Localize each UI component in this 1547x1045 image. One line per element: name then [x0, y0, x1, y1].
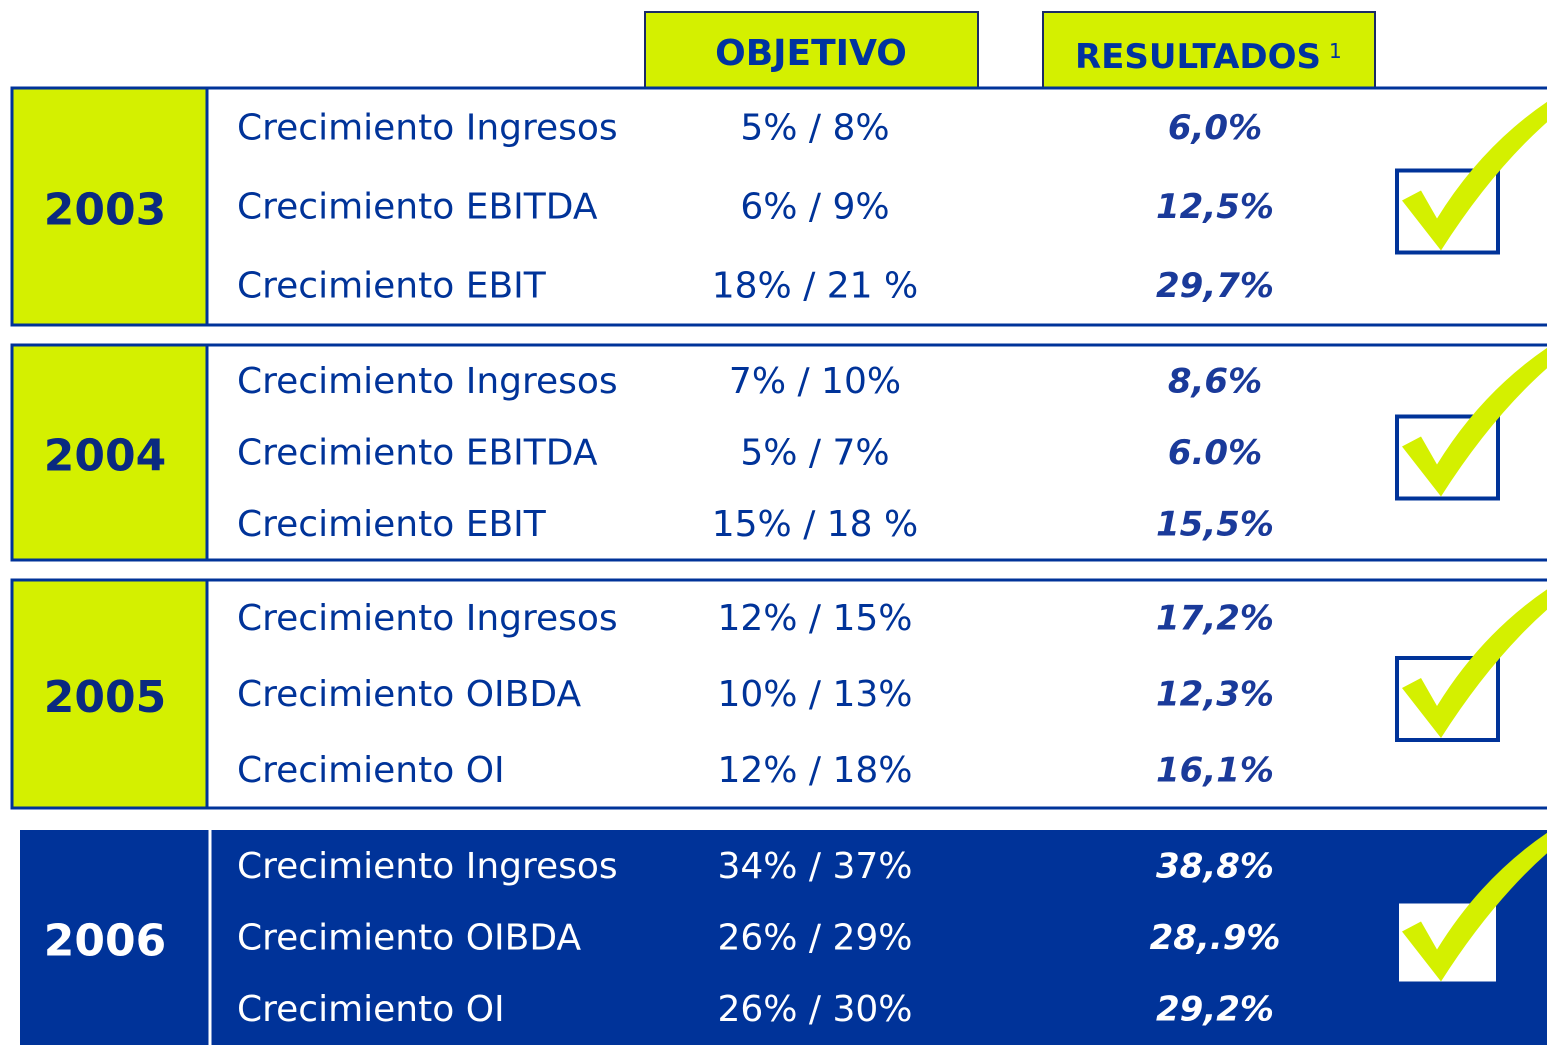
result-value: 8,6%: [1168, 361, 1262, 401]
result-value: 6,0%: [1168, 108, 1262, 148]
result-value: 28,.9%: [1150, 918, 1281, 958]
objective-value: 5% / 7%: [740, 433, 889, 474]
group-panel: [20, 830, 1547, 1045]
check-box: [1395, 168, 1500, 255]
objective-value: 5% / 8%: [740, 108, 889, 149]
objective-value: 18% / 21 %: [712, 266, 919, 307]
group-panel: [10, 343, 1547, 562]
objective-value: 26% / 30%: [717, 989, 912, 1030]
objective-header-box: [644, 11, 979, 89]
group-panel: [10, 86, 1547, 327]
objective-value: 15% / 18 %: [712, 504, 919, 545]
metric-label: Crecimiento OIBDA: [237, 918, 581, 959]
year: 2004: [44, 431, 166, 482]
check-mark: [1402, 589, 1547, 738]
metric-label: Crecimiento Ingresos: [237, 598, 618, 639]
check-box: [1395, 656, 1500, 742]
metric-label: Crecimiento OI: [237, 750, 505, 791]
metric-label: Crecimiento EBITDA: [237, 187, 598, 228]
metric-label: Crecimiento EBITDA: [237, 433, 598, 474]
check-mark: [1402, 832, 1547, 982]
objective-value: 6% / 9%: [740, 187, 889, 228]
check-mark: [1402, 101, 1547, 251]
year: 2003: [44, 185, 166, 236]
results-note: 1: [1329, 39, 1342, 63]
check-box: [1395, 414, 1500, 501]
year: 2006: [44, 916, 166, 967]
objective-value: 26% / 29%: [717, 918, 912, 959]
objective-value: 34% / 37%: [717, 846, 912, 887]
result-value: 38,8%: [1156, 846, 1274, 886]
objective-value: 7% / 10%: [729, 361, 901, 402]
result-value: 15,5%: [1156, 505, 1274, 545]
metric-label: Crecimiento OI: [237, 989, 505, 1030]
result-value: 29,7%: [1156, 266, 1274, 306]
objective-header: OBJETIVO: [715, 33, 907, 74]
metric-label: Crecimiento Ingresos: [237, 108, 618, 149]
year-cell: [10, 343, 209, 562]
result-value: 12,5%: [1156, 187, 1274, 227]
result-value: 12,3%: [1156, 675, 1274, 715]
year-cell: [10, 578, 209, 810]
year: 2005: [44, 672, 166, 723]
result-value: 6.0%: [1168, 433, 1262, 473]
results-header-box: [1042, 11, 1376, 89]
metric-label: Crecimiento Ingresos: [237, 846, 618, 887]
results-header: RESULTADOS 1: [1075, 37, 1342, 77]
group-panel: [10, 578, 1547, 810]
objective-value: 12% / 18%: [717, 750, 912, 791]
check-mark: [1402, 347, 1547, 497]
results-header-text: RESULTADOS: [1075, 37, 1321, 77]
year-cell: [10, 86, 209, 327]
result-value: 17,2%: [1156, 599, 1274, 639]
metric-label: Crecimiento EBIT: [237, 504, 547, 545]
metric-label: Crecimiento EBIT: [237, 266, 547, 307]
objective-value: 12% / 15%: [717, 598, 912, 639]
objective-value: 10% / 13%: [717, 674, 912, 715]
metric-label: Crecimiento OIBDA: [237, 674, 581, 715]
metric-label: Crecimiento Ingresos: [237, 361, 618, 402]
result-value: 29,2%: [1156, 990, 1274, 1030]
result-value: 16,1%: [1156, 751, 1274, 791]
